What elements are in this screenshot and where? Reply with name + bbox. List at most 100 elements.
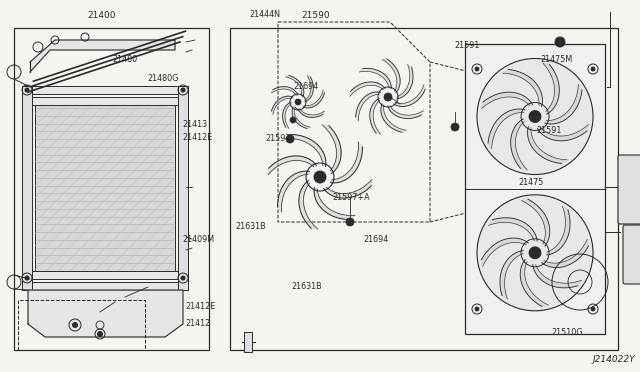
Polygon shape [285,76,304,97]
Text: 21444N: 21444N [250,10,280,19]
Polygon shape [527,126,567,164]
Circle shape [529,110,541,122]
Polygon shape [298,109,324,118]
Polygon shape [350,82,385,96]
Text: 21590: 21590 [301,11,330,20]
Text: 21480: 21480 [112,55,137,64]
Bar [28,282,183,290]
Text: 21591: 21591 [454,41,480,50]
Text: 21412E: 21412E [182,133,212,142]
Text: 21412E: 21412E [186,302,216,311]
Text: J214022Y: J214022Y [593,355,635,364]
Text: 21597: 21597 [266,134,291,143]
FancyBboxPatch shape [623,225,640,284]
Polygon shape [500,251,524,299]
Polygon shape [299,180,317,229]
Circle shape [451,123,459,131]
Polygon shape [268,156,316,174]
Circle shape [591,307,595,311]
Bar [35,102,175,277]
Polygon shape [360,68,391,89]
Polygon shape [314,187,355,219]
Text: 21597+A: 21597+A [333,193,371,202]
Polygon shape [547,206,570,255]
Polygon shape [388,106,424,119]
Polygon shape [545,84,582,124]
Circle shape [286,135,294,143]
Polygon shape [271,96,293,114]
Polygon shape [303,90,324,108]
Bar [465,44,605,334]
Polygon shape [542,239,589,267]
Circle shape [97,331,102,337]
Polygon shape [511,119,527,170]
Circle shape [72,323,77,327]
Text: 21480G: 21480G [147,74,179,83]
Circle shape [555,37,565,47]
Polygon shape [481,238,528,266]
Bar [28,86,183,94]
Text: 21412: 21412 [186,319,211,328]
Polygon shape [278,171,309,212]
Polygon shape [370,98,381,134]
Polygon shape [305,76,314,102]
Circle shape [384,93,392,101]
Polygon shape [324,179,372,198]
Circle shape [290,117,296,123]
Text: 21694: 21694 [363,235,388,244]
Polygon shape [394,85,425,106]
Bar [14,28,209,350]
Bar [230,28,618,350]
Bar [178,86,188,290]
Circle shape [475,307,479,311]
Text: 21631B: 21631B [291,282,322,291]
Circle shape [181,276,185,280]
Circle shape [529,247,541,259]
Polygon shape [356,92,380,121]
Circle shape [25,88,29,92]
Circle shape [477,58,593,174]
Polygon shape [397,64,413,99]
Circle shape [314,171,326,183]
Polygon shape [488,218,537,241]
Circle shape [591,67,595,71]
Polygon shape [522,199,550,246]
FancyBboxPatch shape [618,155,640,224]
Bar [244,332,252,352]
Circle shape [25,276,29,280]
Polygon shape [292,107,310,128]
Text: 21694: 21694 [293,82,318,91]
Polygon shape [532,264,582,288]
Text: 21510G: 21510G [552,328,583,337]
Bar [28,97,183,105]
Polygon shape [520,260,548,307]
Circle shape [477,195,593,311]
Polygon shape [382,59,400,93]
Polygon shape [331,142,362,183]
Circle shape [346,218,354,226]
Polygon shape [503,70,543,106]
Polygon shape [543,63,559,114]
Polygon shape [488,109,525,149]
Text: 21631B: 21631B [236,222,266,231]
Text: 21400: 21400 [88,11,116,20]
Bar [28,271,183,279]
Polygon shape [271,87,298,95]
Polygon shape [381,104,406,132]
Polygon shape [30,40,175,72]
Polygon shape [481,92,532,109]
Text: 21409M: 21409M [182,235,214,244]
Circle shape [295,99,301,105]
Text: 21413: 21413 [182,120,207,129]
Circle shape [181,88,185,92]
Polygon shape [285,135,326,166]
Circle shape [475,67,479,71]
Bar [22,86,32,290]
Text: 21591: 21591 [536,126,562,135]
Polygon shape [283,102,291,128]
Text: 21475: 21475 [518,178,544,187]
Polygon shape [323,125,341,173]
Text: 21475M: 21475M [541,55,573,64]
Polygon shape [28,290,183,337]
Polygon shape [538,124,588,141]
